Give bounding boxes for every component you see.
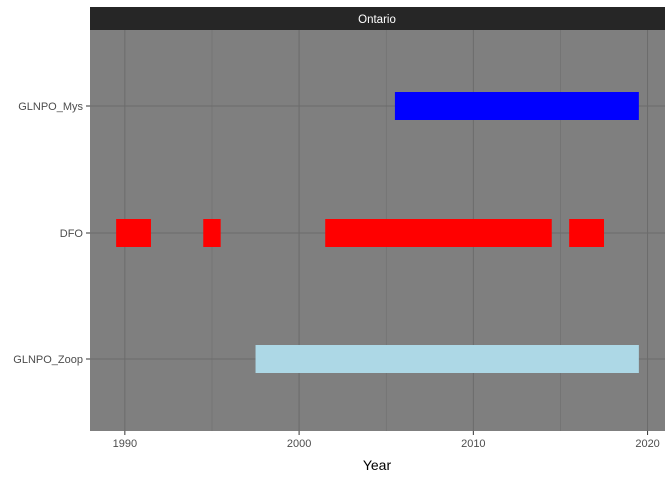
- facet-strip-label: Ontario: [358, 14, 396, 26]
- y-tick-label: DFO: [60, 228, 84, 240]
- timeline-bar-dfo: [325, 219, 552, 247]
- y-tick-label: GLNPO_Mys: [18, 101, 83, 113]
- timeline-bar-dfo: [569, 219, 605, 247]
- x-axis: 1990 2000 2010 2020: [113, 431, 660, 450]
- timeline-bar-glnpo-zoop: [255, 345, 639, 373]
- data-bars: [116, 92, 639, 373]
- x-tick-label: 2010: [461, 438, 485, 450]
- timeline-bar-glnpo-mys: [394, 92, 639, 120]
- facet-strip: [90, 7, 665, 30]
- timeline-bar-dfo: [116, 219, 151, 247]
- x-tick-label: 2020: [635, 438, 659, 450]
- y-tick-label: GLNPO_Zoop: [13, 354, 83, 366]
- x-axis-title: Year: [363, 457, 392, 473]
- x-tick-label: 1990: [113, 438, 137, 450]
- y-axis: GLNPO_Mys DFO GLNPO_Zoop: [13, 101, 90, 366]
- timeline-bar-dfo: [203, 219, 221, 247]
- x-tick-label: 2000: [287, 438, 311, 450]
